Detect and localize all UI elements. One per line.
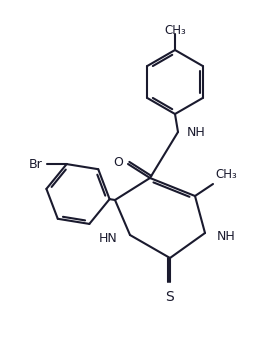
Text: O: O <box>113 155 123 168</box>
Text: NH: NH <box>187 126 206 140</box>
Text: HN: HN <box>99 231 118 245</box>
Text: Br: Br <box>29 158 43 170</box>
Text: CH₃: CH₃ <box>164 23 186 36</box>
Text: S: S <box>166 290 174 304</box>
Text: NH: NH <box>217 230 236 243</box>
Text: CH₃: CH₃ <box>215 168 237 181</box>
